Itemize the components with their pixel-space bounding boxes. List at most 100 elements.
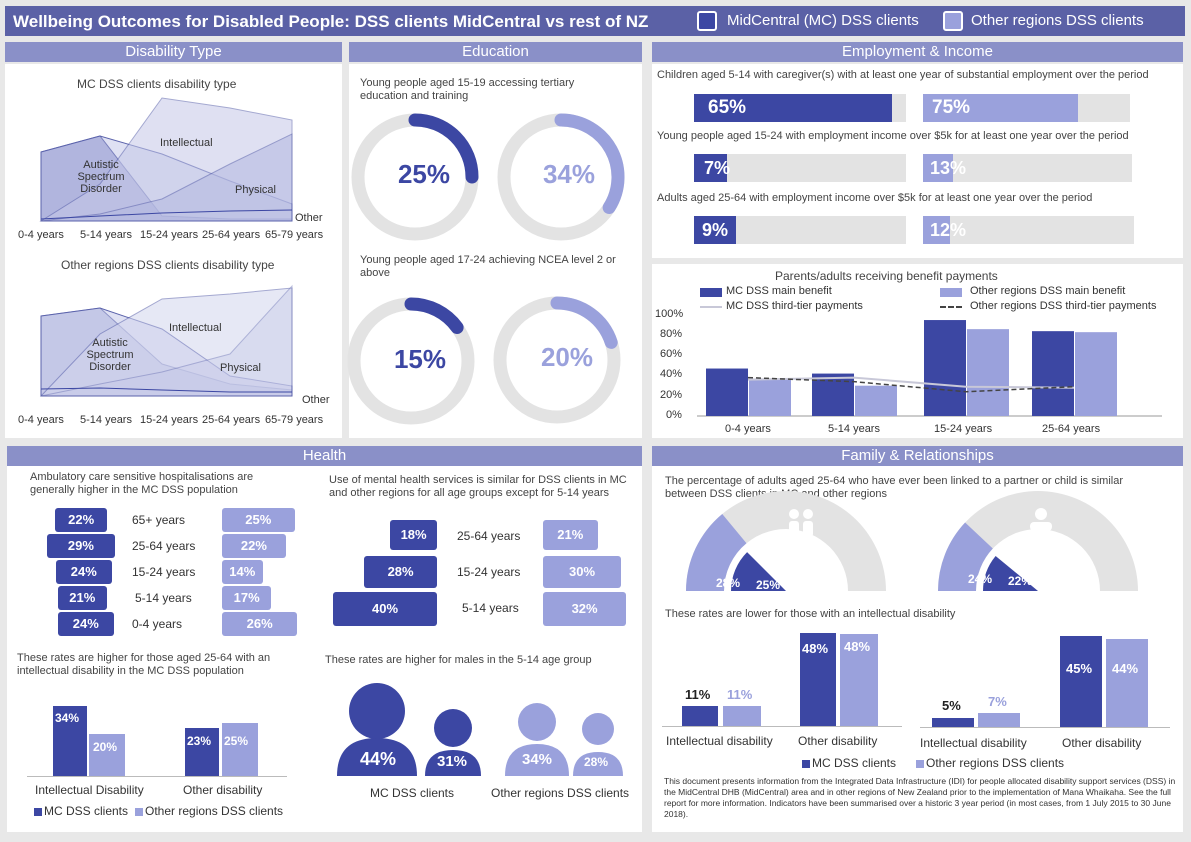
benefit-bar-mc-3 xyxy=(1032,331,1074,416)
emp-row2-mc-bar xyxy=(694,154,727,182)
id-cat-intellectual: Intellectual Disability xyxy=(35,783,144,797)
hosp-other-bar-2: 14% xyxy=(222,560,263,584)
id-cat-other: Other disability xyxy=(183,783,263,797)
other-label-other: Other xyxy=(302,394,330,406)
other-label-intellectual: Intellectual xyxy=(169,322,222,334)
benefit-bar-other-0 xyxy=(749,378,791,416)
hosp-mc-bar-2: 24% xyxy=(55,560,112,584)
benefit-chart-plot xyxy=(697,320,1162,417)
mh-age-0: 25-64 years xyxy=(457,529,521,543)
mh-age-1: 15-24 years xyxy=(457,565,521,579)
mc-age-4: 65-79 years xyxy=(265,229,324,241)
gauge2-mc-value: 22% xyxy=(1008,574,1033,588)
benefit-legend-mc-line xyxy=(700,306,722,308)
legend-mc-label: MidCentral (MC) DSS clients xyxy=(727,12,919,29)
fam-c1-bar-other-intellectual xyxy=(723,706,761,726)
fam-legend-other: Other regions DSS clients xyxy=(926,756,1065,770)
emp-row2-other-bar xyxy=(923,154,953,182)
benefit-bar-mc-2 xyxy=(924,320,966,416)
edu-q2-mc-value: 15% xyxy=(393,344,447,374)
fam-c2-mc-other: 45% xyxy=(1066,661,1093,676)
benefit-ytick-0: 0% xyxy=(666,409,682,421)
mc-age-3: 25-64 years xyxy=(202,229,261,241)
family-baby-icon xyxy=(1030,508,1052,538)
males-other-label: Other regions DSS clients xyxy=(491,786,630,800)
other-male-value: 34% xyxy=(522,751,553,768)
mc-age-2: 15-24 years xyxy=(140,229,199,241)
hosp-text: Ambulatory care sensitive hospitalisatio… xyxy=(30,471,254,496)
id-other-other-value: 25% xyxy=(224,734,249,748)
mh-mc-bar-0: 18% xyxy=(390,520,437,550)
benefit-ytick-60: 60% xyxy=(660,348,683,360)
fam-c1-bar-mc-intellectual xyxy=(682,706,718,726)
gauge2-mc-wedge xyxy=(983,555,1038,591)
benefit-chart-panel: Parents/adults receiving benefit payment… xyxy=(652,264,1183,438)
other-age-3: 25-64 years xyxy=(202,414,261,426)
hosp-age-1: 25-64 years xyxy=(132,539,196,553)
mc-male-icon xyxy=(337,683,417,776)
fam-c2-axis xyxy=(920,727,1170,728)
health-panel-title: Health xyxy=(7,446,642,466)
family-footnote: This document presents information from … xyxy=(664,776,1176,819)
mh-other-bar-2: 32% xyxy=(543,592,627,626)
id-bar-mc-other xyxy=(185,728,219,776)
hosp-age-0: 65+ years xyxy=(132,513,186,527)
education-panel-title: Education xyxy=(349,42,642,62)
emp-row3-other-track xyxy=(923,216,1134,244)
hosp-other-bar-3: 17% xyxy=(222,586,272,610)
family-gauges xyxy=(686,491,1138,591)
id-bar-mc-intellectual xyxy=(53,706,87,776)
benefit-bar-other-1 xyxy=(855,385,897,416)
benefit-legend-mc-swatch xyxy=(700,288,722,297)
emp-row1-other-bar xyxy=(923,94,1079,122)
gauge2-other-value: 24% xyxy=(968,572,993,586)
id-text: These rates are higher for those aged 25… xyxy=(17,652,271,677)
mc-label-other: Other xyxy=(295,212,323,224)
id-bar-other-intellectual xyxy=(89,734,125,776)
benefit-bar-mc-0 xyxy=(706,368,748,416)
fam-c1-cat-other: Other disability xyxy=(798,734,878,748)
edu-q2-text: Young people aged 17-24 achieving NCEA l… xyxy=(360,254,616,279)
id-mc-intellectual-value: 34% xyxy=(55,711,80,725)
benefit-cat-1: 5-14 years xyxy=(828,423,880,435)
gauge1-other-arc xyxy=(686,513,747,591)
emp-row2-text: Young people aged 15-24 with employment … xyxy=(657,130,1129,142)
mc-female-icon xyxy=(425,709,481,776)
hosp-age-2: 15-24 years xyxy=(132,565,196,579)
other-female-value: 28% xyxy=(584,755,609,769)
other-male-icon xyxy=(505,703,569,776)
edu-q1-other-value: 34% xyxy=(542,159,596,189)
mh-text: Use of mental health services is similar… xyxy=(329,474,627,499)
id-bar-other-other xyxy=(222,723,258,776)
mc-age-1: 5-14 years xyxy=(80,229,132,241)
fam-legend-mc: MC DSS clients xyxy=(812,756,897,770)
fam-c2-bar-other-other xyxy=(1106,639,1148,727)
hosp-age-4: 0-4 years xyxy=(132,617,183,631)
emp-row1-mc-bar xyxy=(694,94,893,122)
other-disability-title: Other regions DSS clients disability typ… xyxy=(61,258,275,272)
id-legend-other-swatch xyxy=(135,808,143,816)
other-age-0: 0-4 years xyxy=(18,414,64,426)
fam-c2-other-other: 44% xyxy=(1112,661,1139,676)
disability-area-charts xyxy=(39,97,293,397)
education-donuts xyxy=(347,113,625,425)
benefit-bar-other-2 xyxy=(967,329,1009,416)
other-age-4: 65-79 years xyxy=(265,414,324,426)
benefit-legend-other-swatch xyxy=(940,288,962,297)
emp-row2-other-track xyxy=(923,154,1132,182)
mc-label-asd: Autistic Spectrum Disorder xyxy=(77,159,125,195)
benefit-cat-3: 25-64 years xyxy=(1042,423,1101,435)
males-mc-label: MC DSS clients xyxy=(370,786,455,800)
emp-row3-mc-bar xyxy=(694,216,736,244)
mh-age-2: 5-14 years xyxy=(462,601,519,615)
benefit-legend-mc: MC DSS main benefit xyxy=(726,285,832,297)
fam-c2-bar-mc-other xyxy=(1060,636,1102,727)
edu-q1-other-ring xyxy=(554,113,625,215)
fam-c1-bar-other-other xyxy=(840,634,878,726)
fam-c2-other-intellectual: 7% xyxy=(988,694,1007,709)
fam-c1-axis xyxy=(662,726,902,727)
mc-label-intellectual: Intellectual xyxy=(160,137,213,149)
id-other-intellectual-value: 20% xyxy=(93,740,118,754)
edu-q1-mc-ring xyxy=(408,113,479,184)
disability-panel: MC DSS clients disability type Autistic … xyxy=(5,64,342,438)
